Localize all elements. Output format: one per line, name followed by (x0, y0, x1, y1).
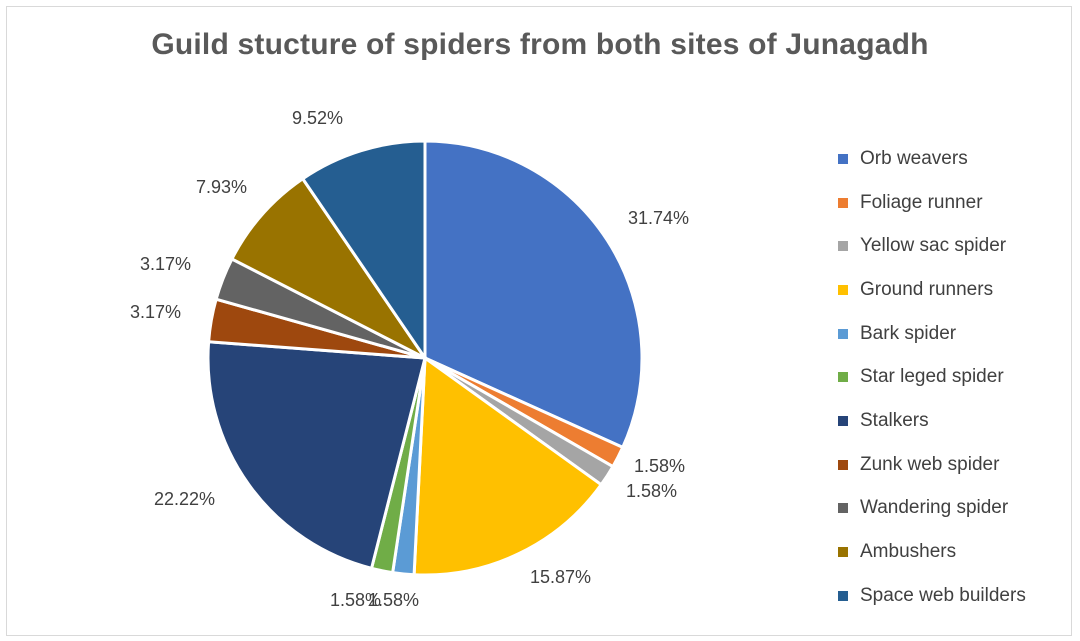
legend-swatch (838, 372, 848, 383)
legend-item: Zunk web spider (838, 443, 1026, 487)
data-label-foliage-runner: 1.58% (634, 456, 685, 476)
legend-swatch (838, 241, 848, 252)
legend-label: Star leged spider (860, 366, 1004, 388)
legend: Orb weavers Foliage runner Yellow sac spid… (838, 137, 1026, 618)
data-label-yellow-sac-spider: 1.58% (626, 481, 677, 501)
legend-item: Ambushers (838, 530, 1026, 574)
legend-label: Zunk web spider (860, 453, 1000, 475)
pie-slice-orb-weavers (423, 139, 644, 450)
legend-label: Space web builders (860, 584, 1026, 606)
legend-swatch (838, 153, 848, 164)
legend-item: Wandering spider (838, 487, 1026, 531)
legend-label: Bark spider (860, 322, 957, 344)
legend-label: Orb weavers (860, 147, 968, 169)
legend-swatch (838, 547, 848, 558)
legend-label: Ground runners (860, 278, 994, 300)
legend-swatch (838, 503, 848, 514)
legend-swatch (838, 284, 848, 295)
chart-title: Guild stucture of spiders from both site… (151, 28, 929, 61)
pie-slice-ground-runners (412, 355, 604, 577)
legend-swatch (838, 415, 848, 426)
legend-label: Ambushers (860, 541, 957, 563)
legend-label: Stalkers (860, 409, 929, 431)
legend-item: Yellow sac spider (838, 224, 1026, 268)
data-label-space-web-builders: 9.52% (292, 108, 343, 128)
data-label-zunk-web-spider: 3.17% (130, 302, 181, 322)
legend-label: Wandering spider (860, 497, 1009, 519)
data-label-ambushers: 7.93% (196, 177, 247, 197)
legend-swatch (838, 197, 848, 208)
data-label-star-leged-spider: 1.58% (330, 590, 381, 610)
pie-slice-ambushers (229, 176, 427, 360)
legend-label: Foliage runner (860, 191, 983, 213)
legend-item: Foliage runner (838, 181, 1026, 225)
data-label-orb-weavers: 31.74% (628, 208, 689, 228)
legend-label: Yellow sac spider (860, 235, 1007, 257)
legend-item: Orb weavers (838, 137, 1026, 181)
data-label-stalkers: 22.22% (154, 489, 215, 509)
legend-item: Space web builders (838, 574, 1026, 618)
legend-item: Star leged spider (838, 355, 1026, 399)
legend-item: Ground runners (838, 268, 1026, 312)
data-label-bark-spider: 1.58% (368, 590, 419, 610)
legend-swatch (838, 590, 848, 601)
pie-slice-space-web-builders (300, 139, 427, 363)
legend-swatch (838, 459, 848, 470)
data-label-wandering-spider: 3.17% (140, 254, 191, 274)
legend-swatch (838, 328, 848, 339)
legend-item: Stalkers (838, 399, 1026, 443)
pie-slice-stalkers (206, 340, 427, 571)
legend-item: Bark spider (838, 312, 1026, 356)
data-label-ground-runners: 15.87% (530, 567, 591, 587)
